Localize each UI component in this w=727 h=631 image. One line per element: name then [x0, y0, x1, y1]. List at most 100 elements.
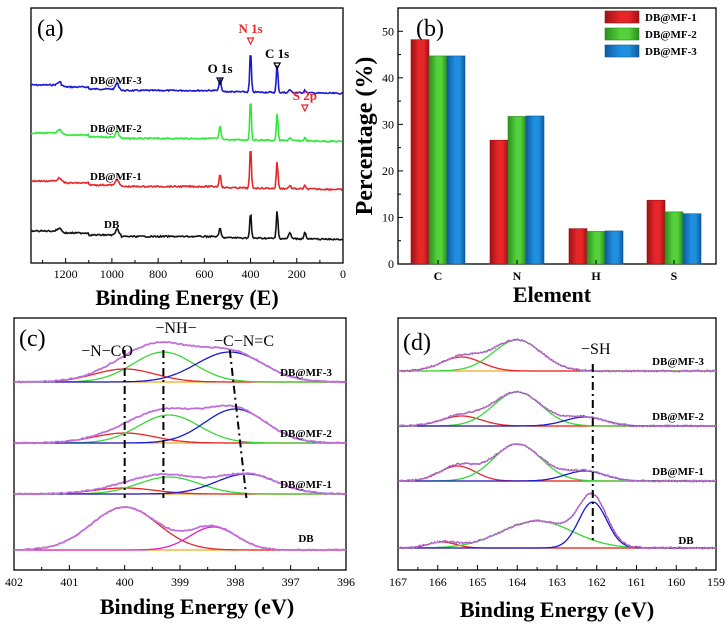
- x-tick-label: S: [671, 269, 678, 283]
- x-tick-label: 397: [282, 575, 300, 589]
- legend-label: DB@MF-3: [645, 46, 697, 58]
- x-tick-label: 396: [337, 575, 355, 589]
- panel-d-label: (d): [403, 330, 431, 356]
- y-tick-label: 10: [382, 210, 394, 224]
- x-tick-label: 163: [548, 575, 566, 589]
- fit-envelope: [13, 472, 347, 496]
- trace-label: DB: [298, 533, 314, 545]
- fit-envelope: [397, 492, 717, 550]
- panel-b-y-axis-title: Percentage (%): [352, 57, 378, 216]
- panel-b: (b) 0 10 20 30 40 50 C N H S DB@MF-1 DB@MF-2 DB@MF-…: [352, 7, 717, 307]
- legend-label: DB@MF-1: [645, 12, 697, 24]
- fit-envelope: [13, 505, 347, 552]
- bar-H-DB@MF-1: [568, 228, 588, 265]
- bar-H-DB@MF-3: [604, 230, 624, 265]
- panel-d-x-axis-title: Binding Energy (eV): [460, 597, 654, 622]
- peak-label: C 1s: [265, 46, 289, 61]
- x-tick-label: 398: [226, 575, 244, 589]
- y-tick-label: 50: [382, 24, 394, 38]
- panel-b-x-axis-title: Element: [513, 282, 592, 307]
- survey-trace-label: DB: [104, 219, 120, 231]
- fit-component: [398, 520, 716, 549]
- survey-trace-1: [30, 55, 343, 95]
- legend-swatch: [604, 10, 640, 24]
- x-tick-label: C: [434, 269, 443, 283]
- fit-component: [14, 506, 346, 551]
- fit-envelope: [14, 341, 347, 384]
- x-tick-label: 1000: [100, 267, 124, 281]
- peak-marker: [273, 62, 282, 71]
- peak-marker: [216, 77, 225, 86]
- x-tick-label: 167: [389, 575, 407, 589]
- trace-label: DB@MF-2: [280, 428, 332, 440]
- x-tick-label: H: [591, 269, 601, 283]
- bar-S-DB@MF-3: [682, 213, 702, 265]
- y-tick-label: 40: [382, 71, 394, 85]
- bar-N-DB@MF-3: [525, 115, 545, 265]
- x-tick-label: 600: [195, 267, 213, 281]
- y-tick-label: 0: [388, 257, 394, 271]
- trace-label: DB@MF-2: [652, 411, 704, 423]
- trace-label: DB@MF-1: [652, 466, 704, 478]
- survey-trace-label: DB@MF-1: [90, 171, 142, 183]
- y-tick-label: 30: [382, 117, 394, 131]
- survey-trace-3: [30, 150, 344, 192]
- raw-data-trace: [397, 492, 716, 550]
- x-tick-label: 400: [116, 575, 134, 589]
- peak-label: S 2p: [293, 88, 317, 103]
- bar-N-DB@MF-2: [507, 116, 527, 265]
- x-tick-label: 164: [508, 575, 526, 589]
- legend-label: DB@MF-2: [645, 29, 697, 41]
- x-tick-label: 166: [429, 575, 447, 589]
- assignment-label: −NH−: [155, 320, 196, 337]
- legend-swatch: [604, 44, 640, 58]
- assignment-label: −SH: [581, 341, 611, 358]
- bar-C-DB@MF-1: [410, 39, 430, 265]
- x-tick-label: 162: [588, 575, 606, 589]
- x-tick-label: 400: [242, 267, 260, 281]
- trace-label: DB: [678, 535, 694, 547]
- x-tick-label: 200: [288, 267, 306, 281]
- bar-S-DB@MF-1: [646, 199, 666, 265]
- panel-c: (c) DB@MF-3 DB@MF-2 DB@MF-1 DB −N−CO −NH− −C−N…: [5, 317, 355, 619]
- trace-label: DB@MF-1: [280, 479, 332, 491]
- survey-trace-label: DB@MF-2: [90, 123, 142, 135]
- peak-label: N 1s: [238, 21, 262, 36]
- x-tick-label: 165: [469, 575, 487, 589]
- x-tick-label: 399: [171, 575, 189, 589]
- raw-data-trace: [398, 390, 716, 428]
- fit-envelope: [397, 390, 717, 428]
- y-tick-label: 20: [382, 164, 394, 178]
- panel-a-label: (a): [37, 16, 64, 42]
- fit-envelope: [397, 443, 717, 483]
- x-tick-label: N: [513, 269, 522, 283]
- panel-c-label: (c): [19, 326, 46, 352]
- legend-swatch: [604, 27, 640, 41]
- assignment-label: −C−N=C: [214, 333, 274, 350]
- panel-b-label: (b): [416, 16, 444, 42]
- panel-c-x-axis-title: Binding Energy (eV): [100, 594, 294, 619]
- assignment-guide-line: [228, 349, 248, 499]
- panel-d: (d) DB@MF-3 DB@MF-2 DB@MF-1 DB −SH 167 166 165…: [389, 317, 725, 622]
- trace-label: DB@MF-3: [652, 356, 704, 368]
- panel-b-frame: [397, 7, 717, 265]
- bar-N-DB@MF-1: [489, 139, 509, 265]
- fit-envelope: [397, 338, 717, 373]
- x-tick-label: 401: [60, 575, 78, 589]
- survey-trace-label: DB@MF-3: [90, 75, 142, 87]
- survey-trace-4: [30, 211, 343, 241]
- bar-S-DB@MF-2: [664, 211, 684, 265]
- survey-trace-2: [30, 102, 343, 143]
- raw-data-trace: [397, 338, 716, 373]
- x-tick-label: 0: [340, 267, 346, 281]
- peak-label: O 1s: [208, 61, 233, 76]
- bar-C-DB@MF-2: [428, 55, 448, 265]
- x-tick-label: 800: [149, 267, 167, 281]
- x-tick-label: 160: [667, 575, 685, 589]
- bar-C-DB@MF-3: [446, 55, 466, 265]
- panel-a: (a) DB@MF-3 DB@MF-2 DB@MF-1 DB O 1s N 1sC 1s S…: [30, 7, 346, 310]
- assignment-label: −N−CO: [81, 343, 133, 360]
- panel-a-x-axis-title: Binding Energy (E): [95, 285, 278, 310]
- fit-envelope: [13, 404, 347, 445]
